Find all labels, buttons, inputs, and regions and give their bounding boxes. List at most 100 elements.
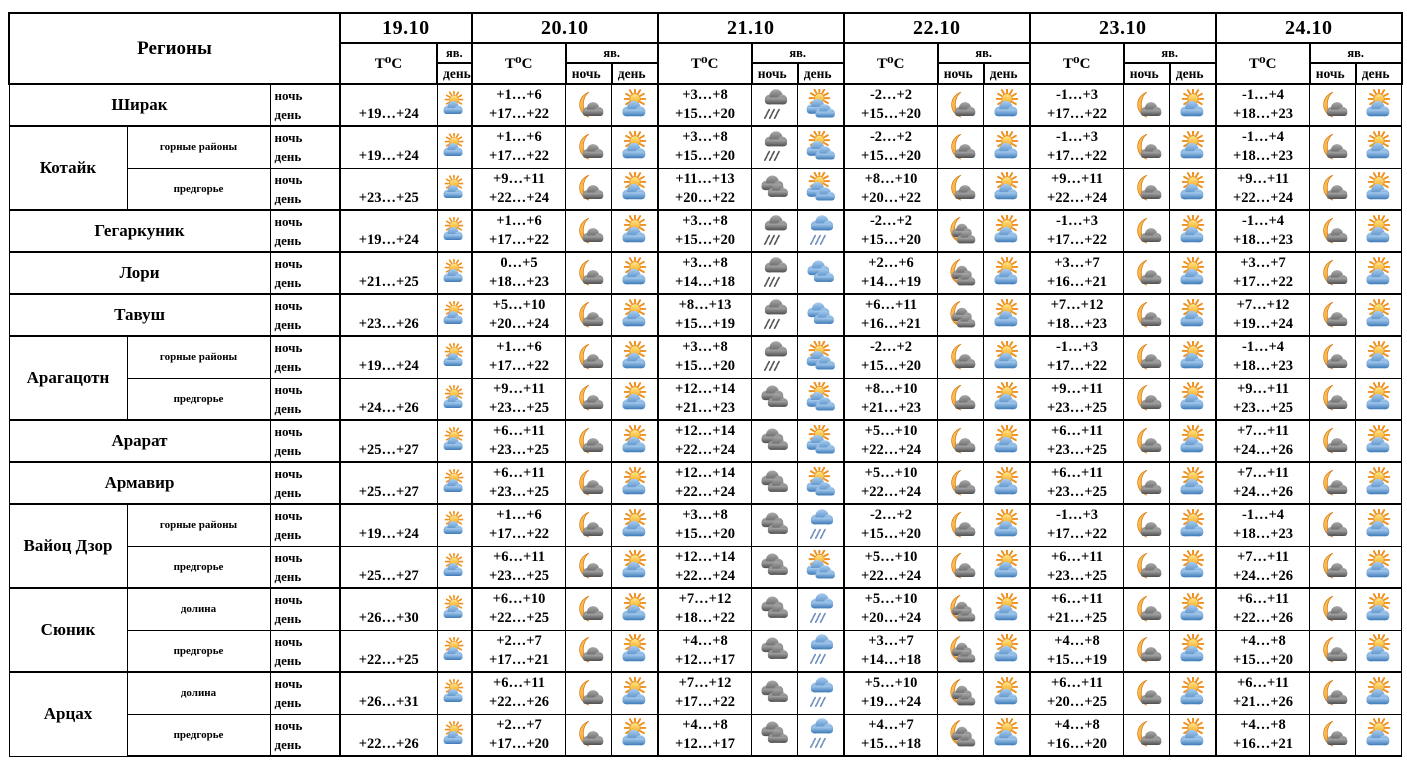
weather-icon-cell-night (1309, 293, 1357, 337)
daynight-label-cell: ночь день (269, 461, 341, 505)
night-temp (342, 128, 436, 147)
weather-icon-cell-night (937, 209, 985, 253)
sun-cloud-icon (443, 301, 464, 324)
weather-icon-cell-day (611, 377, 659, 421)
clouds-dark-icon (761, 637, 788, 660)
temperature-cell: +8…+10 +20…+22 (842, 167, 939, 211)
temperature-cell: +3…+7 +17…+22 (1214, 251, 1311, 295)
night-temp: +3…+7 (1054, 255, 1100, 271)
moon-cloud-icon (579, 259, 604, 286)
night-temp (342, 464, 436, 483)
night-temp: -1…+4 (1241, 507, 1285, 524)
cloud-rain-night-icon (763, 131, 787, 161)
night-temp: +12…+14 (674, 380, 736, 397)
sun-cloud-icon (443, 552, 464, 576)
night-temp: +6…+10 (492, 591, 546, 608)
moon-cloud-icon (1323, 595, 1348, 622)
temperature-cell: -1…+4 +18…+23 (1214, 83, 1311, 127)
moon-cloud-icon (1137, 553, 1162, 579)
night-header: ночь (1308, 62, 1357, 85)
weather-icon-cell-night (1123, 503, 1171, 547)
weather-icon-cell-day (1355, 209, 1403, 253)
sun-cloud-icon (621, 382, 646, 410)
region-cell: Тавуш (8, 293, 271, 337)
day-temp: +22…+24 (860, 484, 922, 500)
subregion-cell: горные районы (126, 125, 271, 169)
clouds-blue-icon (807, 301, 834, 324)
temperature-cell: +9…+11 +22…+24 (1028, 167, 1125, 211)
night-label: ночь (274, 676, 303, 692)
temperature-cell: +6…+11 +21…+25 (1028, 587, 1125, 631)
temperature-cell: -2…+2 +15…+20 (842, 125, 939, 169)
night-temp: +9…+11 (493, 170, 545, 187)
temperature-cell: +8…+10 +21…+23 (842, 377, 939, 421)
sun-cloud-icon (1179, 340, 1204, 369)
weather-icon-cell-night (1309, 167, 1357, 211)
weather-icon-cell-night (1123, 209, 1171, 253)
temperature-cell: +5…+10 +22…+24 (842, 545, 939, 589)
weather-icon-cell-night (937, 671, 985, 715)
daynight-label-cell: ночь день (269, 713, 341, 757)
temperature-cell: +2…+6 +14…+19 (842, 251, 939, 295)
moon-clouds-icon (950, 216, 975, 243)
night-temp: -1…+4 (1241, 339, 1285, 356)
weather-icon-cell-day (797, 503, 845, 547)
weather-icon-cell-day (436, 671, 473, 715)
weather-icon-cell-day (983, 671, 1031, 715)
date-header-3: 21.10 (656, 12, 845, 44)
forecast-row: предгорье ночь день +25…+27 +6…+11 +23…+25 +12… (9, 545, 1403, 589)
header-sub-row: T⁰C яв. T⁰C яв. T⁰C яв. T⁰C яв. T⁰C яв. … (9, 42, 1403, 85)
day-temp: +22…+24 (674, 442, 736, 458)
moon-cloud-icon (951, 469, 976, 496)
weather-icon-cell-day (1355, 503, 1403, 547)
subregion-cell: долина (126, 671, 271, 715)
sun-cloud-icon (1179, 88, 1204, 116)
day-label: день (274, 400, 302, 416)
sun-cloud-icon (443, 427, 464, 450)
weather-icon-cell-day (797, 587, 845, 631)
sun-cloud-icon (621, 256, 646, 284)
moon-cloud-icon (951, 91, 976, 118)
day-temp: +16…+21 (1046, 274, 1108, 290)
day-temp: +22…+25 (488, 610, 550, 627)
phenomena-header: яв. (750, 42, 845, 64)
sun-cloud-icon (993, 382, 1018, 410)
weather-icon-cell-night (751, 83, 799, 127)
weather-icon-cell-night (1309, 125, 1357, 169)
day-temp: +17…+22 (1046, 358, 1108, 375)
weather-icon-cell-day (611, 461, 659, 505)
moon-cloud-icon (1323, 511, 1348, 538)
daynight-label-cell: ночь день (269, 209, 341, 253)
temperature-cell: +6…+11 +23…+25 (470, 419, 567, 463)
night-temp: +12…+14 (674, 423, 736, 439)
temperature-cell: -1…+3 +17…+22 (1028, 335, 1125, 379)
night-temp (342, 674, 436, 693)
weather-icon-cell-day (797, 251, 845, 295)
forecast-row: Арарат ночь день +25…+27 +6…+11 +23…+25 +12…+1… (8, 419, 1403, 463)
night-label: ночь (274, 508, 303, 524)
moon-cloud-icon (1137, 721, 1162, 747)
night-temp: +7…+12 (1050, 297, 1104, 313)
day-temp: +17…+22 (674, 694, 736, 711)
sun-cloud-icon (1366, 676, 1390, 705)
temperature-cell: -1…+3 +17…+22 (1028, 503, 1125, 547)
day-temp: +17…+22 (488, 358, 550, 375)
weather-icon-cell-night (565, 251, 613, 295)
day-temp: +23…+25 (488, 567, 550, 584)
weather-icon-cell-night (565, 713, 613, 757)
sun-cloud-icon (993, 676, 1018, 705)
weather-icon-cell-night (751, 545, 799, 589)
moon-cloud-icon (1137, 91, 1162, 118)
night-temp (342, 338, 436, 357)
night-temp: -2…+2 (869, 87, 913, 103)
temperature-cell: +6…+11 +20…+25 (1028, 671, 1125, 715)
day-temp: +14…+18 (860, 651, 922, 668)
night-label: ночь (274, 171, 303, 187)
weather-icon-cell-night (1309, 461, 1357, 505)
weather-icon-cell-night (751, 713, 799, 757)
sun-cloud-icon (1179, 718, 1204, 746)
moon-cloud-icon (1323, 637, 1348, 663)
moon-cloud-icon (579, 637, 604, 663)
weather-icon-cell-night (1123, 167, 1171, 211)
clouds-dark-icon (761, 385, 788, 408)
